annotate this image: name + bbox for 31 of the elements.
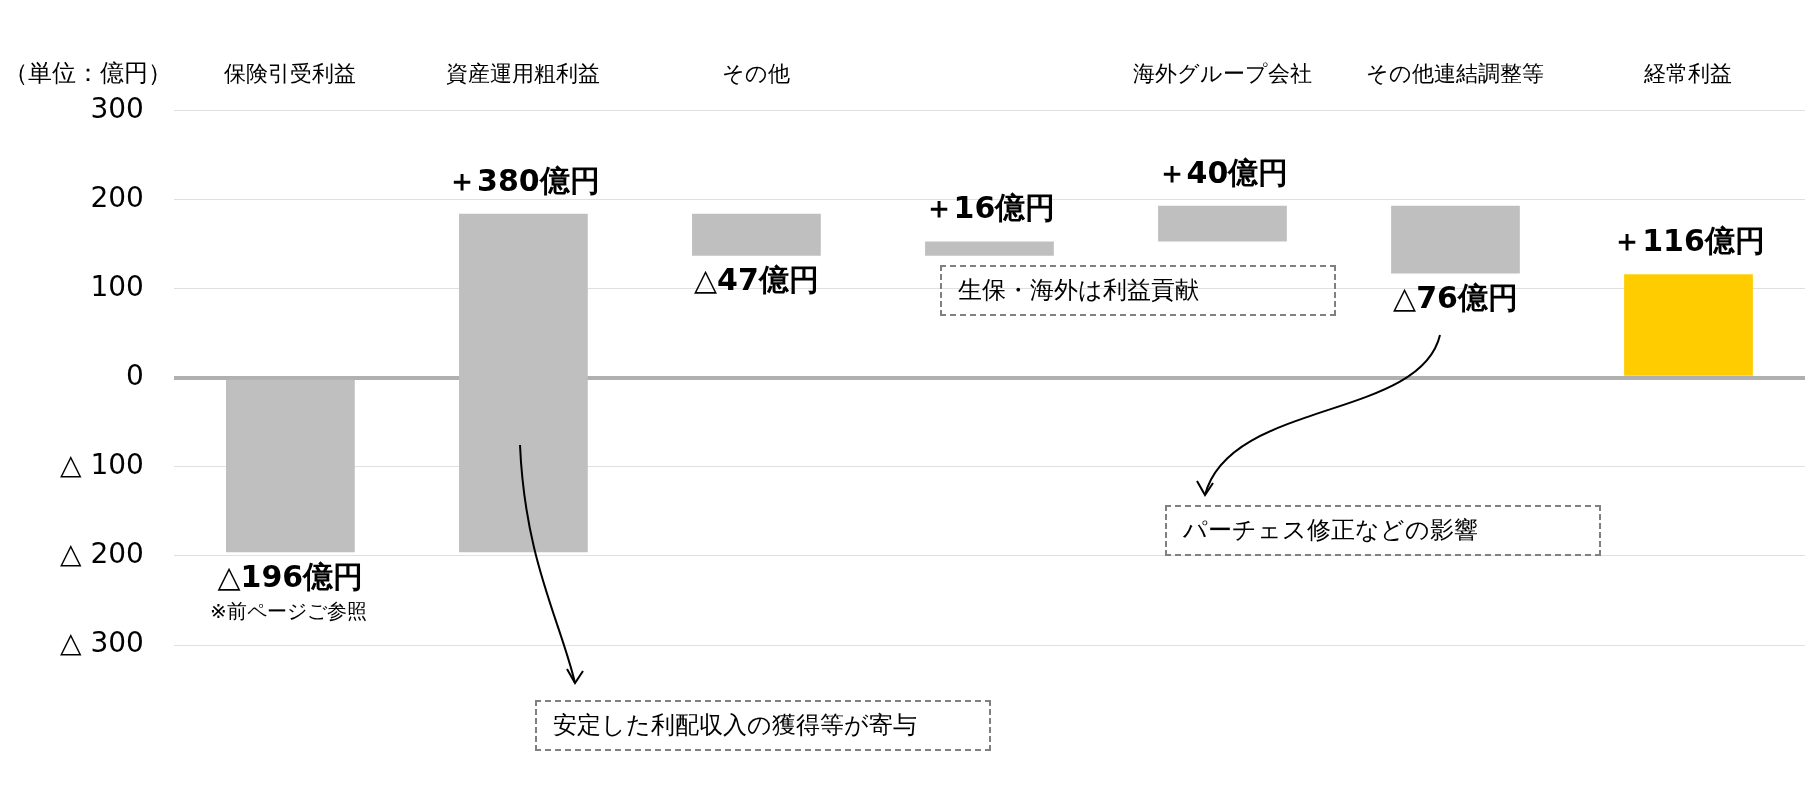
y-tick-label: 300 [90,91,144,125]
data-label: ＋16億円 [923,190,1056,226]
annotation: ※前ページご参照 [210,598,367,624]
y-tick-label: △ 100 [59,448,144,482]
y-axis-title: （単位：億円） [4,58,172,87]
text: 安定した利配収入の獲得等が寄与 [535,700,991,752]
y-tick-label: △ 300 [59,626,144,660]
data-label: ＋380億円 [447,162,600,198]
y-tick-label: 200 [90,180,144,214]
y-tick-label: 100 [90,269,144,303]
x-tick-label: 海外グループ会社 [1132,60,1312,86]
y-tick-label: △ 200 [59,537,144,571]
x-tick-label: 保険引受利益 [224,60,357,86]
data-label: △196億円 [217,559,364,595]
x-tick-label: その他 [722,60,791,86]
x-tick-label: 経常利益 [1643,60,1733,86]
bar [692,213,821,256]
data-label: △47億円 [694,262,819,298]
x-tick-label: 資産運用粗利益 [446,60,601,86]
bar [226,379,355,553]
bar [1391,205,1520,274]
data-label: ＋40億円 [1156,154,1289,190]
annotation: パーチェス修正などの影響 [1165,505,1601,557]
bar [1158,205,1287,242]
y-tick-label: 0 [126,358,144,392]
annotation: 生保・海外は利益貢献 [940,265,1336,317]
bar [925,241,1054,256]
data-label: ＋116億円 [1612,223,1765,259]
x-tick-label: その他連結調整等 [1366,60,1545,86]
data-label: △76億円 [1393,280,1518,316]
bar [459,213,588,553]
